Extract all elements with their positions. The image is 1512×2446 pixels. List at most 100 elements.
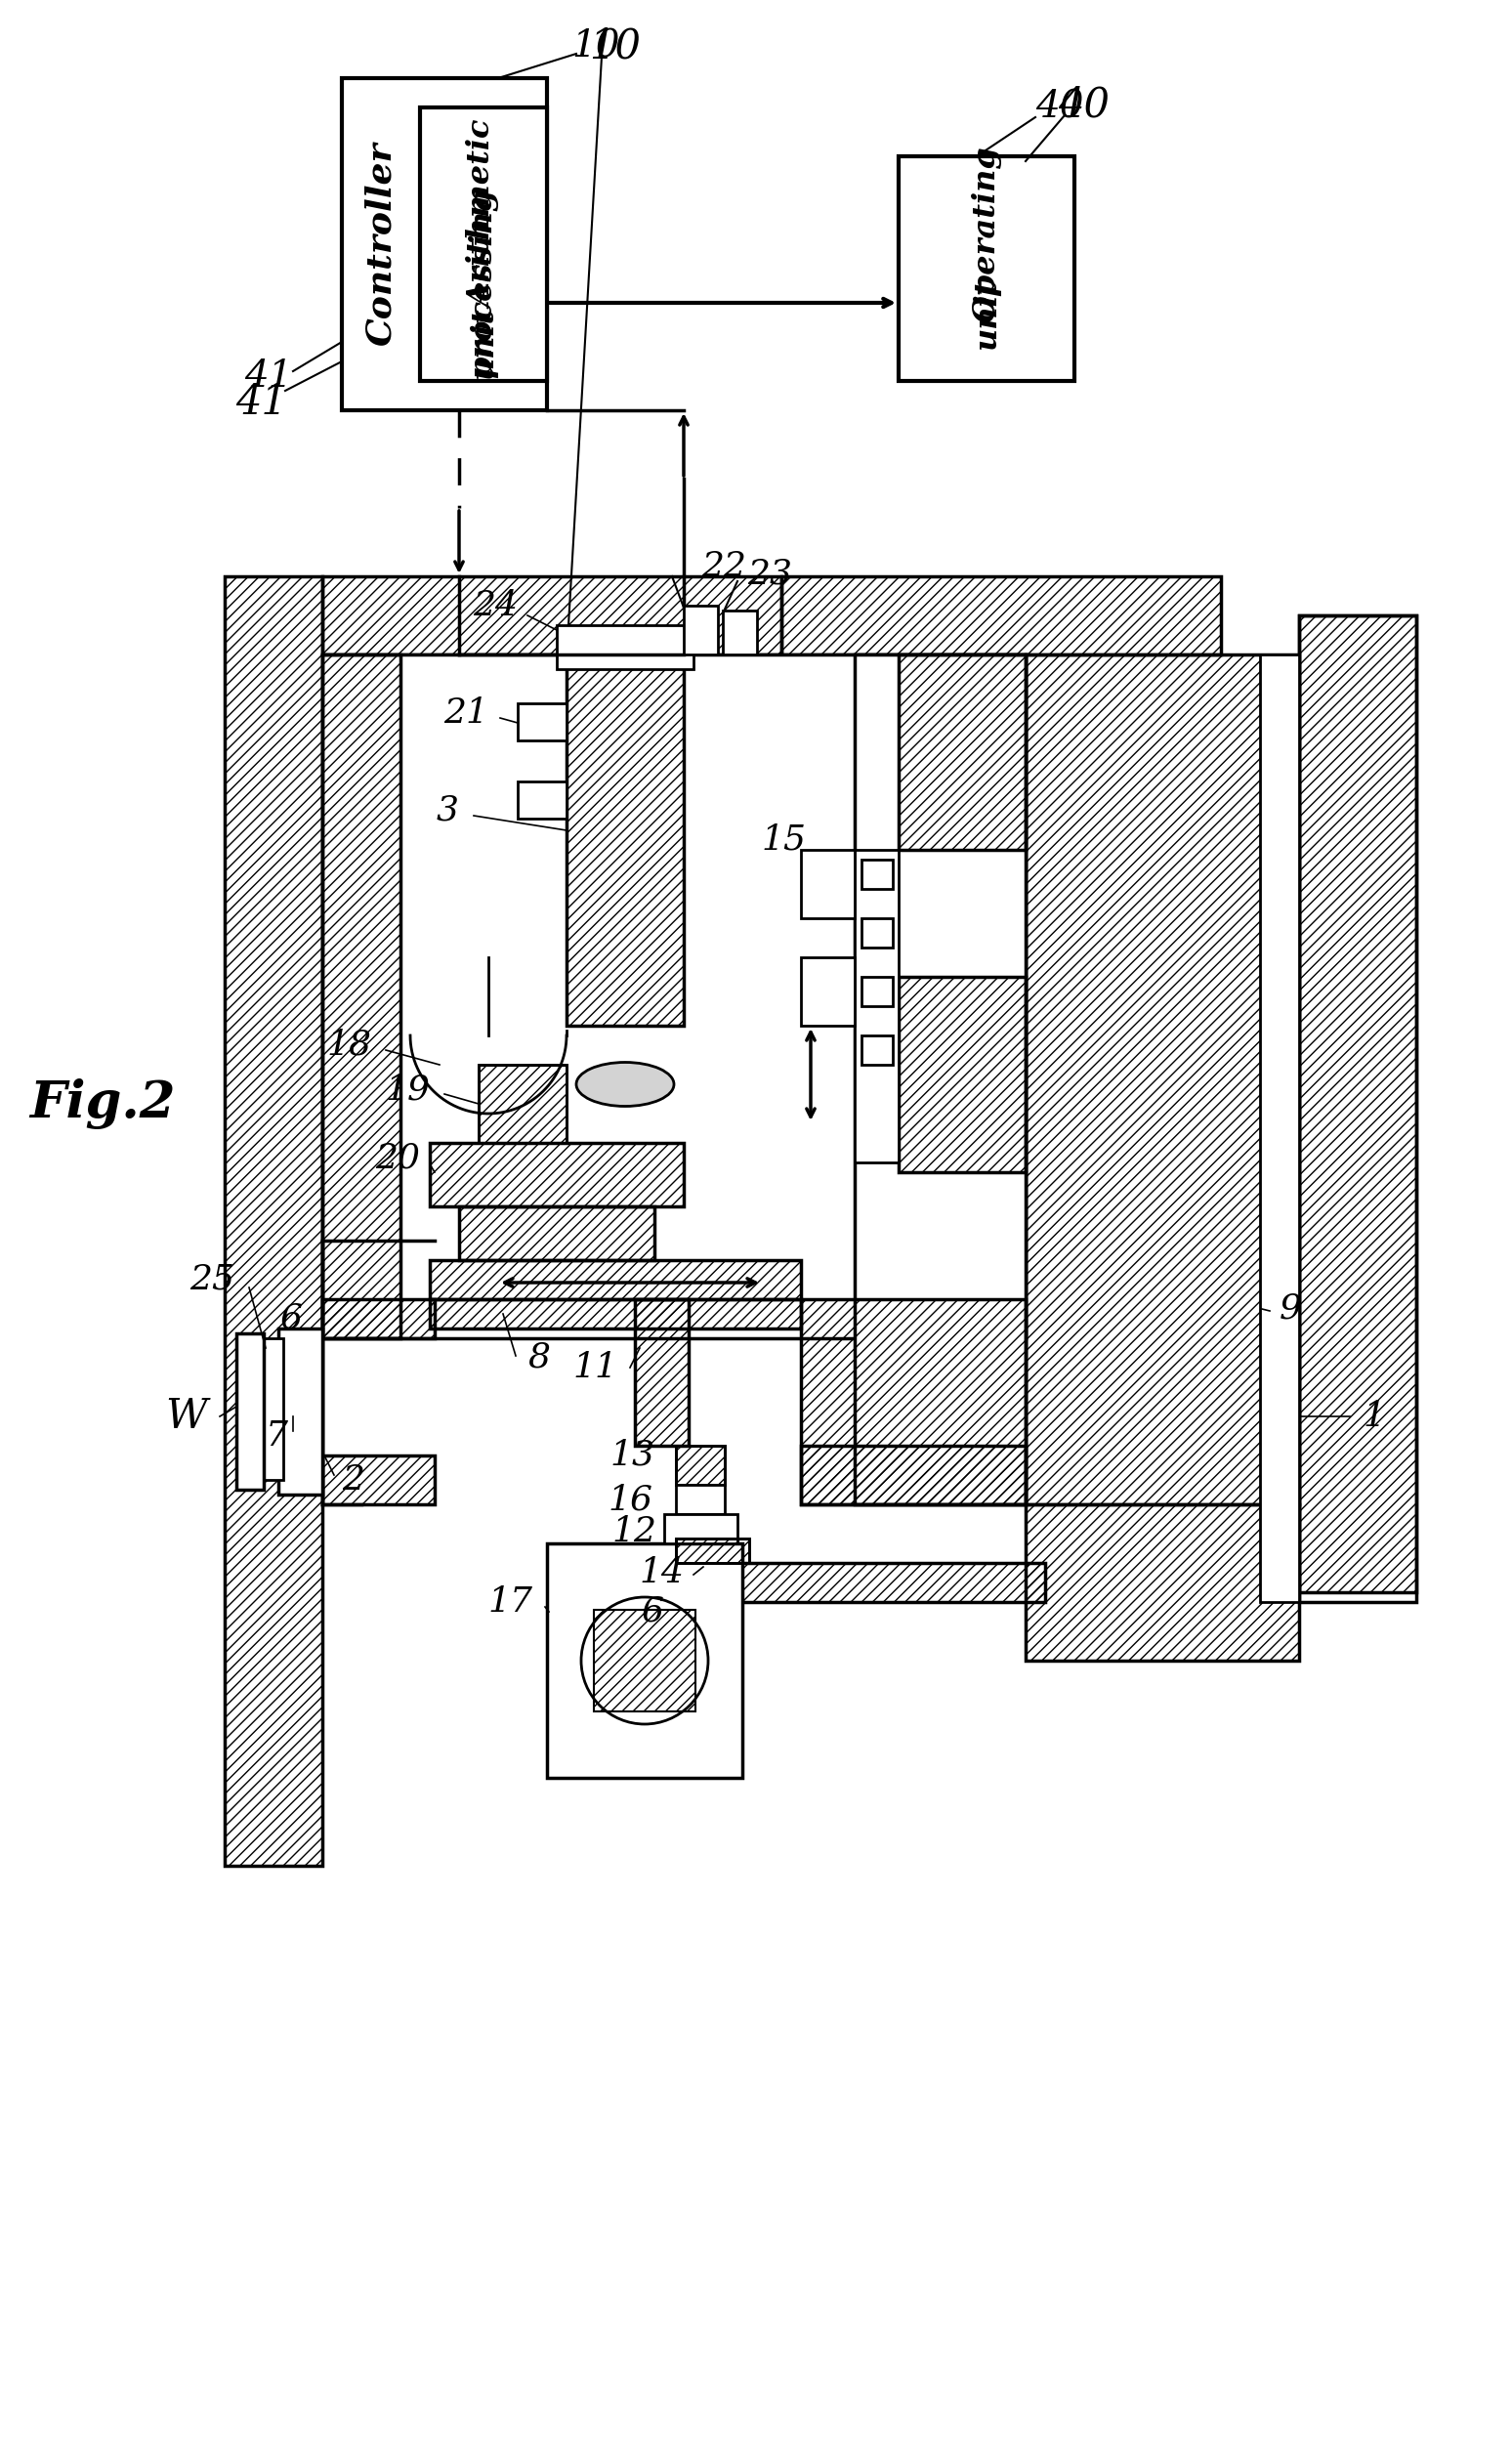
Text: 9: 9 [1279, 1291, 1302, 1326]
Text: unit: unit [469, 306, 499, 377]
Text: Fig.2: Fig.2 [30, 1079, 175, 1130]
Text: 22: 22 [702, 550, 747, 582]
Text: 41: 41 [245, 357, 293, 394]
Bar [862, 917, 892, 947]
Bar [801, 849, 854, 917]
Bar [898, 656, 1025, 849]
Text: 25: 25 [189, 1262, 234, 1296]
Bar [479, 1064, 567, 1142]
Bar [460, 1206, 655, 1260]
Text: 8: 8 [528, 1340, 550, 1375]
Text: 18: 18 [327, 1030, 370, 1062]
Bar [460, 1206, 655, 1260]
Bar [278, 1328, 322, 1495]
Bar [898, 976, 1025, 1172]
Bar [1299, 616, 1417, 1602]
Bar [429, 1299, 801, 1328]
Text: 24: 24 [473, 589, 517, 621]
Bar [547, 1543, 742, 1778]
Bar [225, 577, 322, 1866]
Bar [635, 1299, 688, 1446]
Text: 13: 13 [609, 1438, 655, 1472]
Circle shape [581, 1597, 708, 1724]
Bar [1299, 616, 1417, 1592]
Bar [676, 1446, 724, 1485]
Bar [322, 1455, 434, 1504]
Bar [556, 626, 694, 670]
Bar [594, 1609, 696, 1712]
Bar [517, 780, 567, 819]
Bar [782, 577, 1220, 656]
Text: 20: 20 [375, 1140, 420, 1174]
Text: 23: 23 [747, 558, 792, 592]
Text: 17: 17 [487, 1585, 532, 1619]
Bar [429, 1142, 683, 1206]
Bar [263, 1338, 283, 1480]
Bar [342, 78, 547, 411]
Bar [664, 1514, 738, 1543]
Bar [322, 656, 1025, 1338]
Text: 3: 3 [437, 795, 460, 827]
Text: 1: 1 [1362, 1399, 1385, 1433]
Text: 40: 40 [1036, 91, 1084, 125]
Bar [420, 108, 547, 382]
Bar [322, 1299, 434, 1338]
Bar [854, 656, 1025, 1504]
Text: Controller: Controller [364, 142, 398, 345]
Bar [225, 577, 322, 1866]
Bar [801, 1299, 1025, 1504]
Bar [862, 1035, 892, 1064]
Bar [429, 1260, 801, 1299]
Bar [322, 577, 782, 656]
Bar [898, 656, 1025, 849]
Bar [1299, 616, 1417, 1592]
Text: processing: processing [469, 188, 499, 379]
Bar [676, 1539, 748, 1563]
Text: 10: 10 [572, 29, 620, 66]
Text: 15: 15 [761, 824, 806, 856]
Text: 6: 6 [641, 1595, 664, 1629]
Bar [1025, 656, 1299, 1504]
Text: 21: 21 [443, 697, 488, 729]
Bar [801, 1446, 1025, 1504]
Text: 12: 12 [611, 1514, 656, 1548]
Bar [1025, 656, 1299, 1504]
Bar [479, 1064, 567, 1142]
Bar [635, 1563, 1045, 1602]
Bar [801, 1446, 1025, 1504]
Text: 7: 7 [266, 1419, 289, 1453]
Text: 6: 6 [280, 1301, 302, 1336]
Bar [1259, 656, 1299, 1602]
Text: 2: 2 [342, 1463, 364, 1497]
Text: 10: 10 [590, 27, 641, 68]
Text: 40: 40 [1058, 86, 1110, 127]
Bar [723, 612, 758, 656]
Bar [854, 849, 898, 1162]
Text: 14: 14 [638, 1556, 683, 1590]
Bar [898, 157, 1075, 382]
Text: 16: 16 [608, 1482, 653, 1517]
Bar [429, 1142, 683, 1206]
Bar [676, 1446, 724, 1485]
Bar [429, 1299, 801, 1328]
Bar [567, 656, 683, 1025]
Text: 19: 19 [386, 1071, 429, 1106]
Text: Arithmetic: Arithmetic [469, 120, 499, 308]
Ellipse shape [576, 1062, 674, 1106]
Text: unit: unit [971, 276, 1001, 347]
Bar [322, 656, 401, 1338]
Text: Operating: Operating [971, 147, 1001, 323]
Bar [1025, 1504, 1299, 1661]
Bar [322, 1455, 434, 1504]
Bar [429, 1260, 801, 1299]
Bar [862, 859, 892, 888]
Bar [517, 704, 567, 741]
Text: 11: 11 [573, 1350, 617, 1384]
Bar [322, 656, 401, 1338]
Bar [676, 1539, 748, 1563]
Bar [322, 1299, 434, 1338]
Bar [635, 1563, 1045, 1602]
Bar [801, 1299, 1025, 1504]
Bar [898, 976, 1025, 1172]
Bar [635, 1299, 688, 1446]
